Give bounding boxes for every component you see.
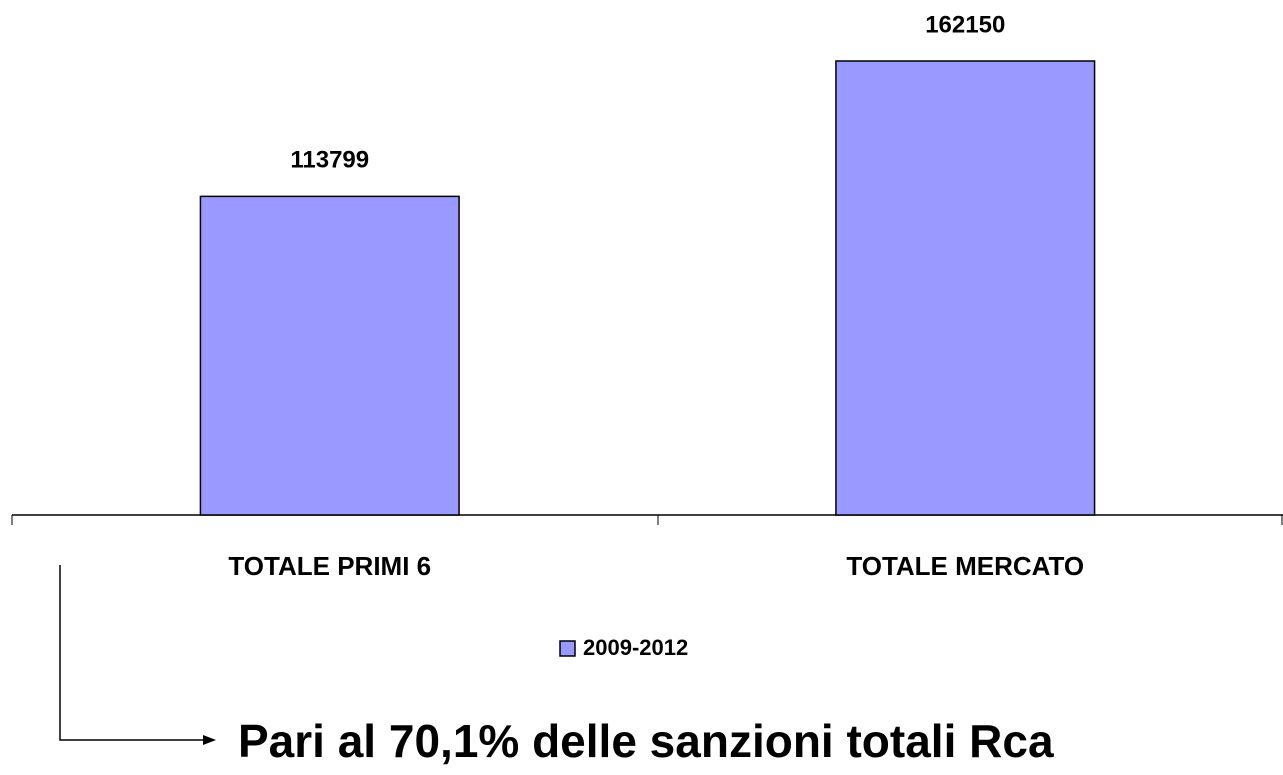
arrow-head <box>203 735 216 745</box>
value-label: 162150 <box>925 11 1005 38</box>
arrow-line <box>59 565 205 741</box>
value-label: 113799 <box>290 147 369 174</box>
bar <box>199 195 460 516</box>
x-tick-label: TOTALE MERCATO <box>846 551 1084 581</box>
annotation: Pari al 70,1% delle sanzioni totali Rca <box>238 715 1054 767</box>
legend-swatch <box>559 640 576 657</box>
bar <box>835 60 1096 516</box>
legend-label: 2009-2012 <box>583 635 688 660</box>
x-tick-label: TOTALE PRIMI 6 <box>228 551 431 581</box>
